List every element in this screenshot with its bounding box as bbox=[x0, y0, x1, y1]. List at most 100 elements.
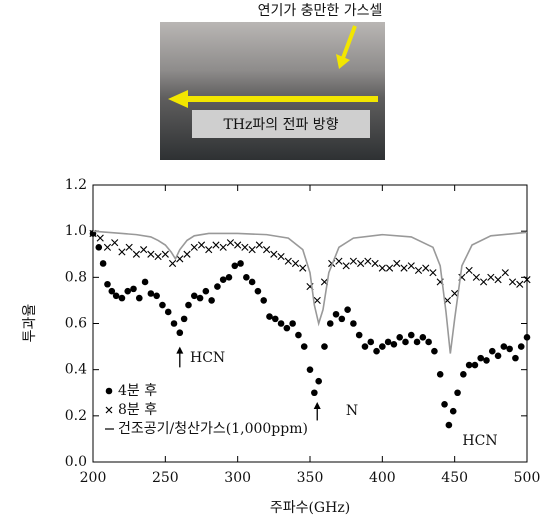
data-point bbox=[321, 343, 328, 350]
data-point bbox=[99, 260, 107, 267]
data-point bbox=[124, 287, 132, 295]
data-point bbox=[477, 354, 485, 362]
data-point bbox=[263, 246, 271, 254]
data-point bbox=[449, 407, 457, 415]
legend-label: 4분 후 bbox=[118, 383, 157, 399]
data-point bbox=[111, 239, 119, 247]
data-point bbox=[176, 255, 184, 263]
data-point bbox=[132, 250, 140, 258]
data-point bbox=[400, 264, 408, 272]
legend-label: 8분 후 bbox=[118, 402, 157, 418]
data-point bbox=[429, 269, 437, 277]
data-point bbox=[315, 377, 322, 385]
data-point bbox=[483, 357, 490, 364]
data-point bbox=[135, 294, 143, 302]
photo-label: THz파의 전파 방향 bbox=[223, 117, 338, 133]
data-point bbox=[465, 361, 473, 369]
data-point bbox=[284, 257, 292, 265]
data-point bbox=[445, 421, 453, 429]
data-point bbox=[357, 259, 365, 268]
data-point bbox=[291, 259, 300, 268]
data-point bbox=[214, 283, 221, 290]
data-point bbox=[338, 315, 346, 323]
data-point bbox=[190, 292, 198, 300]
data-point bbox=[170, 320, 178, 327]
data-point bbox=[208, 297, 215, 304]
data-point bbox=[277, 252, 285, 261]
data-point bbox=[196, 294, 204, 302]
x-axis-label: 주파수(GHz) bbox=[270, 500, 350, 516]
data-point bbox=[384, 338, 392, 346]
legend-label: 건조공기/청산가스(1,000ppm) bbox=[118, 421, 308, 437]
data-point bbox=[422, 264, 430, 272]
data-point bbox=[202, 287, 210, 295]
data-point bbox=[350, 320, 357, 327]
photo: THz파의 전파 방향 bbox=[160, 22, 385, 160]
y-tick-label: 0.2 bbox=[65, 408, 87, 424]
data-point bbox=[326, 320, 334, 327]
data-point bbox=[465, 266, 473, 274]
data-point bbox=[183, 250, 191, 258]
photo-label-box bbox=[192, 110, 370, 138]
data-point bbox=[270, 250, 278, 258]
data-point bbox=[295, 331, 302, 339]
data-point bbox=[508, 278, 517, 286]
data-point bbox=[512, 354, 519, 362]
data-point bbox=[219, 276, 227, 283]
data-point bbox=[154, 252, 162, 261]
data-point bbox=[413, 338, 421, 346]
data-point bbox=[506, 345, 513, 353]
data-point bbox=[185, 301, 192, 309]
y-tick-label: 1.2 bbox=[65, 177, 87, 193]
annotation-arrow-head bbox=[313, 401, 321, 409]
data-point bbox=[342, 262, 350, 270]
data-point bbox=[436, 370, 444, 378]
direction-arrow-head bbox=[168, 90, 188, 108]
y-axis-label: 투과율 bbox=[22, 304, 38, 343]
data-point bbox=[176, 329, 184, 337]
data-line bbox=[92, 230, 528, 354]
data-point bbox=[487, 273, 495, 281]
x-tick-label: 400 bbox=[369, 470, 396, 486]
data-point bbox=[414, 266, 423, 274]
data-point bbox=[283, 324, 291, 332]
data-point bbox=[378, 264, 386, 272]
data-point bbox=[523, 334, 531, 341]
x-tick-label: 450 bbox=[441, 470, 468, 486]
data-point bbox=[96, 234, 104, 242]
photo-pointer bbox=[341, 25, 357, 59]
data-point bbox=[306, 366, 314, 373]
data-point bbox=[237, 260, 244, 267]
data-point bbox=[153, 292, 160, 300]
data-point bbox=[241, 243, 249, 251]
data-point bbox=[371, 259, 379, 268]
data-point bbox=[460, 370, 467, 378]
photo-caption: 연기가 충만한 가스셀 bbox=[258, 3, 383, 19]
x-tick-label: 250 bbox=[152, 470, 179, 486]
legend-marker bbox=[105, 406, 113, 414]
data-point bbox=[300, 343, 308, 350]
data-point bbox=[425, 338, 432, 346]
data-point bbox=[407, 331, 415, 339]
data-point bbox=[396, 334, 403, 341]
data-point bbox=[367, 338, 375, 346]
data-point bbox=[313, 296, 321, 305]
legend-marker bbox=[105, 387, 113, 395]
annotation-arrow-head bbox=[176, 346, 184, 354]
data-point bbox=[516, 280, 524, 288]
data-point bbox=[118, 248, 126, 256]
annotation: HCN bbox=[462, 433, 497, 449]
data-point bbox=[108, 287, 116, 295]
data-point bbox=[480, 278, 488, 286]
data-point bbox=[349, 257, 357, 265]
data-point bbox=[95, 244, 103, 251]
photo-pointer-head bbox=[336, 54, 350, 69]
y-tick-label: 0.4 bbox=[65, 362, 87, 378]
data-point bbox=[104, 280, 111, 288]
data-point bbox=[390, 340, 398, 348]
data-point bbox=[112, 292, 120, 300]
data-point bbox=[219, 243, 227, 251]
data-point bbox=[277, 320, 285, 327]
